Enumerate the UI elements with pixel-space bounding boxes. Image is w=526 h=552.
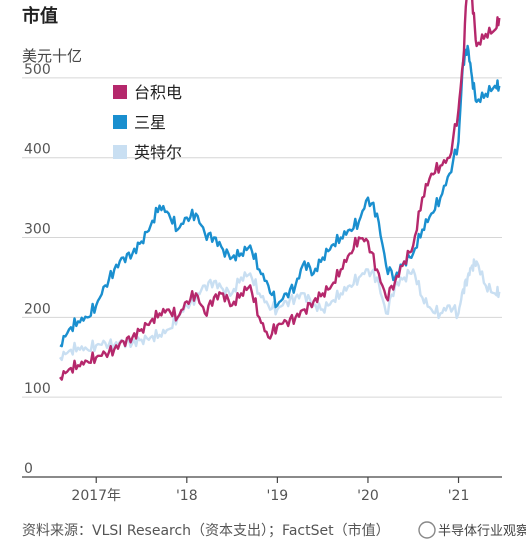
series-line-三星: [59, 44, 501, 348]
y-tick-label: 500: [24, 62, 51, 78]
x-tick-labels: 2017年 '18 '19 '20 '21: [71, 477, 469, 504]
x-tick-label: 2017年: [71, 488, 121, 504]
legend-label: 三星: [134, 113, 166, 132]
watermark-text: 半导体行业观察: [438, 524, 526, 539]
y-tick-label: 100: [24, 381, 51, 397]
y-tick-label: 400: [24, 142, 51, 158]
chart-title: 市值: [22, 5, 58, 27]
legend-label: 台积电: [134, 83, 182, 102]
legend-swatch: [113, 145, 127, 159]
x-tick-label: '21: [448, 488, 470, 504]
x-tick-label: '20: [357, 488, 379, 504]
watermark-icon: [418, 521, 436, 539]
gridlines: [22, 77, 502, 478]
source-note: 资料来源：VLSI Research（资本支出）；FactSet（市值）: [22, 522, 390, 539]
y-tick-label: 200: [24, 301, 51, 317]
y-tick-labels: 0 100 200 300 400 500: [24, 62, 51, 477]
x-tick-label: '18: [176, 488, 198, 504]
legend-swatch: [113, 115, 127, 129]
series-line-英特尔: [59, 258, 501, 362]
series-line-台积电: [59, 0, 501, 381]
series-lines: [59, 0, 501, 381]
legend-swatch: [113, 85, 127, 99]
legend-label: 英特尔: [134, 143, 182, 162]
y-axis-unit-label: 美元十亿: [22, 47, 82, 65]
watermark: 半导体行业观察: [418, 521, 526, 539]
y-tick-label: 0: [24, 461, 33, 477]
y-tick-label: 300: [24, 222, 51, 238]
x-tick-label: '19: [267, 488, 289, 504]
